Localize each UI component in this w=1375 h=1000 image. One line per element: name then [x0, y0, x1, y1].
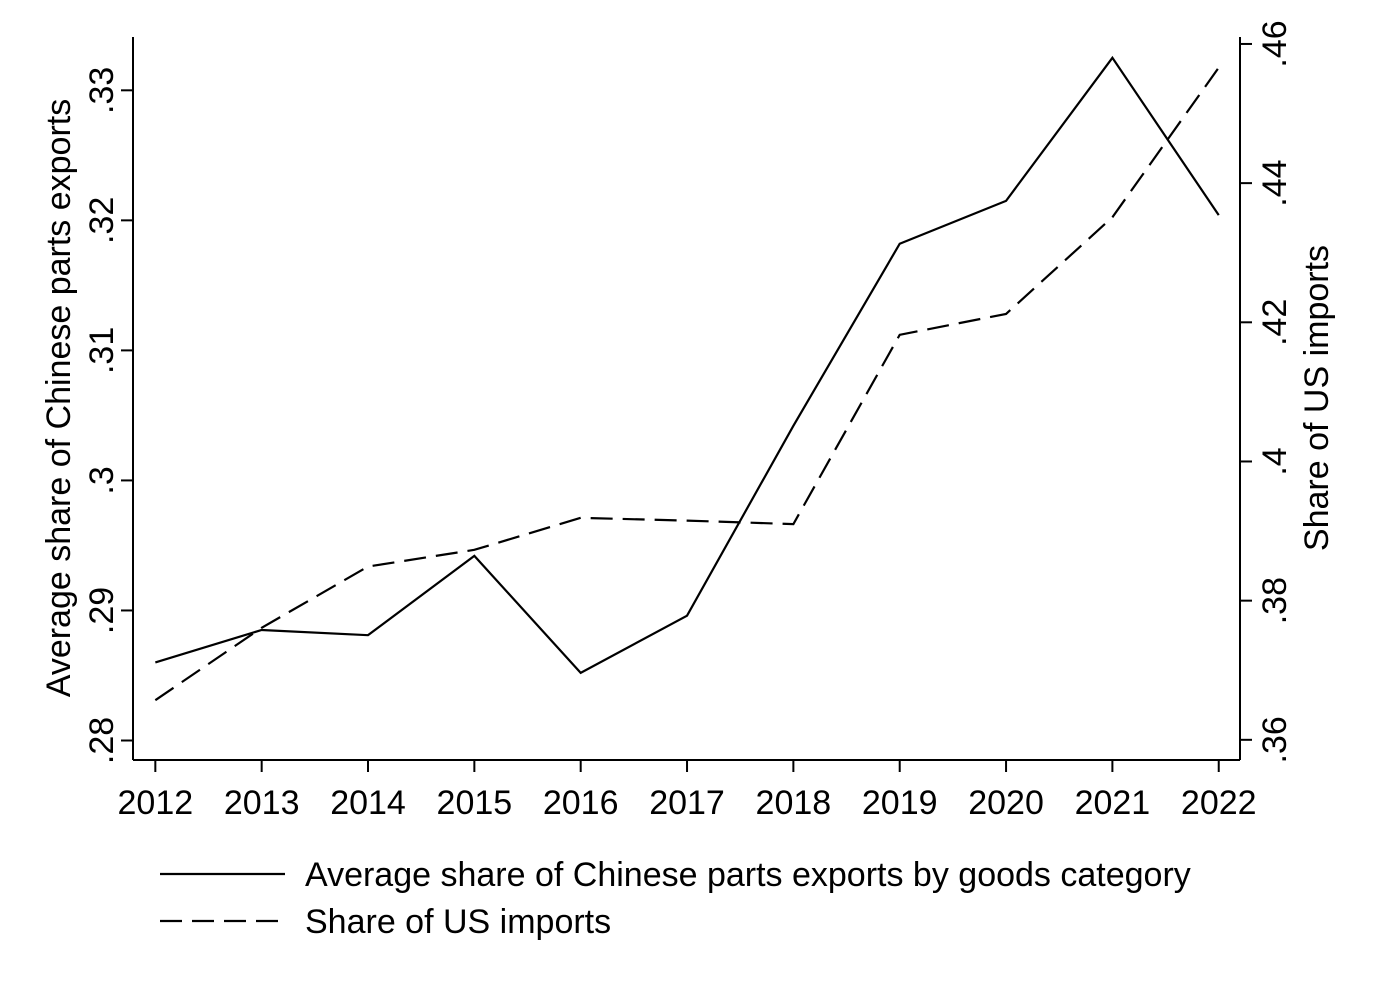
x-tick-label: 2014 — [330, 784, 406, 822]
x-tick-label: 2022 — [1181, 784, 1257, 822]
y-axis-title: Average share of Chinese parts exports — [40, 99, 78, 698]
x-tick-label: 2013 — [224, 784, 300, 822]
x-tick-label: 2015 — [437, 784, 513, 822]
y-tick-label: .3 — [83, 466, 121, 494]
y2-tick-label: .44 — [1256, 159, 1294, 206]
x-tick-label: 2017 — [649, 784, 725, 822]
x-tick-label: 2016 — [543, 784, 619, 822]
y-tick-label: .29 — [83, 587, 121, 634]
y-tick-label: .28 — [83, 717, 121, 764]
y2-axis-title: Share of US imports — [1298, 245, 1336, 551]
x-tick-label: 2020 — [968, 784, 1044, 822]
line-series — [154, 66, 1220, 702]
x-tick-label: 2021 — [1075, 784, 1151, 822]
line-series — [155, 55, 1220, 675]
y2-tick-label: .38 — [1256, 577, 1294, 624]
y2-tick-label: .42 — [1256, 299, 1294, 346]
legend-label: Average share of Chinese parts exports b… — [305, 856, 1191, 894]
y-tick-label: .31 — [83, 327, 121, 374]
y-tick-label: .32 — [83, 197, 121, 244]
y2-tick-label: .46 — [1256, 20, 1294, 67]
y-tick-label: .33 — [83, 67, 121, 114]
y2-tick-label: .4 — [1256, 447, 1294, 475]
x-tick-label: 2012 — [118, 784, 194, 822]
x-tick-label: 2018 — [756, 784, 832, 822]
y2-tick-label: .36 — [1256, 716, 1294, 763]
legend-label: Share of US imports — [305, 903, 611, 941]
x-tick-label: 2019 — [862, 784, 938, 822]
